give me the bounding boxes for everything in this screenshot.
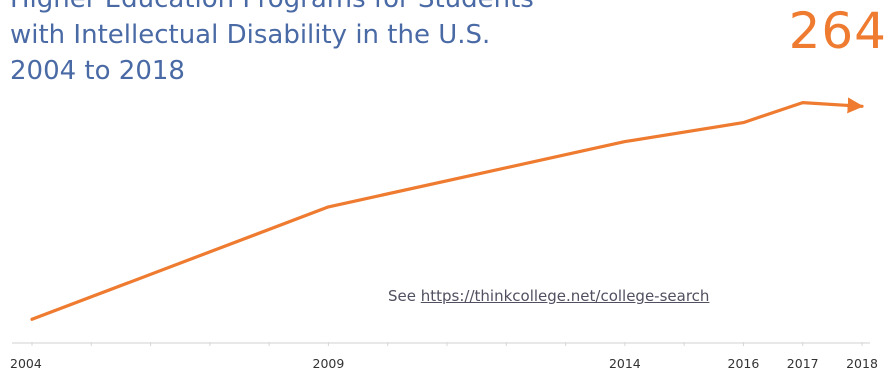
x-tick-label: 2004 (10, 356, 42, 371)
data-point (801, 101, 805, 105)
data-point (623, 140, 627, 144)
chart-title-line-1: Higher Education Programs for Students (10, 0, 534, 12)
chart-title-line-3: 2004 to 2018 (10, 56, 185, 86)
data-point (741, 121, 745, 125)
x-tick-label: 2009 (313, 356, 345, 371)
data-point (860, 104, 864, 108)
highlight-value: 264 (788, 2, 887, 60)
data-point (326, 205, 330, 209)
source-link[interactable]: https://thinkcollege.net/college-search (420, 287, 710, 305)
x-tick-label: 2016 (728, 356, 760, 371)
data-point (30, 317, 34, 321)
source-note: See https://thinkcollege.net/college-sea… (388, 287, 709, 305)
chart-title-line-2: with Intellectual Disability in the U.S. (10, 20, 491, 50)
x-tick-label: 2017 (787, 356, 819, 371)
source-prefix: See (388, 287, 421, 305)
series-line (30, 97, 864, 321)
x-tick-label: 2014 (609, 356, 641, 371)
x-tick-label: 2018 (846, 356, 878, 371)
